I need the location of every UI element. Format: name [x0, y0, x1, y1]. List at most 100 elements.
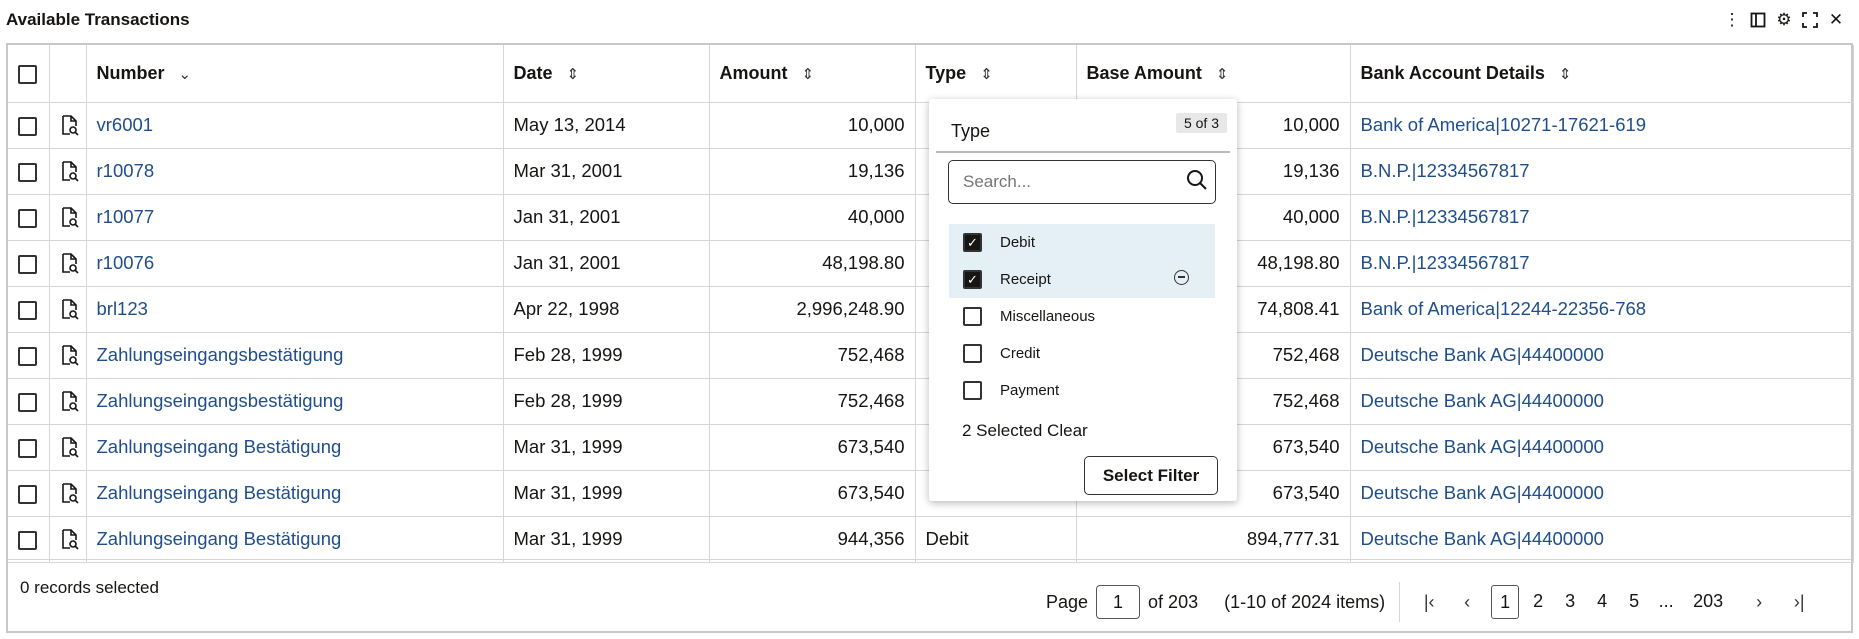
col-header-base-amount[interactable]: Base Amount ⇕ [1076, 45, 1351, 103]
filter-option-miscellaneous[interactable]: Miscellaneous [949, 298, 1215, 335]
cell-amount: 673,540 [709, 470, 916, 517]
cell-number[interactable]: Zahlungseingangsbestätigung [86, 332, 504, 379]
checked-checkbox-icon[interactable]: ✓ [963, 270, 982, 289]
cell-number[interactable]: Zahlungseingang Bestätigung [86, 424, 504, 471]
page-number-4[interactable]: 4 [1597, 590, 1608, 611]
table-row[interactable]: r10077 Jan 31, 2001 40,000 40,000 B.N.P.|123… [8, 194, 1854, 241]
filter-option-credit[interactable]: Credit [949, 335, 1215, 372]
page-number-1[interactable]: 1 [1491, 585, 1520, 619]
filter-option-label: Debit [1000, 234, 1036, 251]
sort-icon[interactable]: ⇕ [1215, 65, 1229, 83]
table-toolbar: ⋮ ⚙ ✕ [1723, 10, 1845, 30]
cell-number[interactable]: brl123 [86, 286, 504, 333]
remove-circle-icon[interactable] [1174, 270, 1189, 285]
page-input[interactable]: 1 [1096, 585, 1141, 619]
row-select-cell [8, 424, 50, 471]
row-checkbox[interactable] [18, 162, 37, 182]
cell-date: Jan 31, 2001 [503, 240, 710, 287]
cell-bank-account[interactable]: B.N.P.|12334567817 [1350, 148, 1854, 195]
cell-bank-account[interactable]: Bank of America|12244-22356-768 [1350, 286, 1854, 333]
panel-icon[interactable] [1749, 10, 1767, 30]
col-header-amount[interactable]: Amount ⇕ [709, 45, 916, 103]
page-number-5[interactable]: 5 [1629, 590, 1640, 611]
checkbox-icon[interactable] [963, 344, 982, 363]
filter-option-receipt[interactable]: ✓ Receipt [949, 261, 1215, 298]
cell-bank-account[interactable]: Bank of America|10271-17621-619 [1350, 102, 1854, 149]
row-checkbox[interactable] [18, 208, 37, 228]
close-icon[interactable]: ✕ [1828, 10, 1844, 29]
cell-bank-account[interactable]: Deutsche Bank AG|44400000 [1350, 470, 1854, 517]
row-checkbox[interactable] [18, 300, 37, 320]
expand-icon[interactable] [1801, 10, 1819, 30]
row-select-cell [8, 194, 50, 241]
cell-bank-account[interactable]: Deutsche Bank AG|44400000 [1350, 516, 1854, 563]
cell-number[interactable]: r10076 [86, 240, 504, 287]
cell-bank-account[interactable]: Deutsche Bank AG|44400000 [1350, 424, 1854, 471]
col-header-number[interactable]: Number ⌄ [86, 45, 504, 103]
document-search-icon[interactable] [60, 528, 80, 551]
col-label: Amount [719, 62, 788, 83]
filter-search-input[interactable] [961, 171, 1186, 193]
select-filter-button[interactable]: Select Filter [1084, 456, 1218, 495]
page-number-3[interactable]: 3 [1565, 590, 1576, 611]
row-checkbox[interactable] [18, 484, 37, 504]
row-select-cell [8, 148, 50, 195]
chevron-down-icon[interactable]: ⌄ [178, 65, 192, 83]
cell-number[interactable]: r10077 [86, 194, 504, 241]
page-number-2[interactable]: 2 [1533, 590, 1544, 611]
document-search-icon[interactable] [60, 252, 80, 275]
cell-bank-account[interactable]: B.N.P.|12334567817 [1350, 194, 1854, 241]
cell-date: Jan 31, 2001 [503, 194, 710, 241]
document-search-icon[interactable] [60, 344, 80, 367]
page-number-203[interactable]: 203 [1693, 590, 1724, 611]
row-checkbox[interactable] [18, 392, 37, 412]
cell-number[interactable]: Zahlungseingang Bestätigung [86, 470, 504, 517]
table-row[interactable]: Zahlungseingang Bestätigung Mar 31, 1999 6… [8, 470, 1854, 517]
more-vert-icon[interactable]: ⋮ [1723, 10, 1741, 29]
checkbox-icon[interactable] [963, 307, 982, 326]
cell-number[interactable]: Zahlungseingang Bestätigung [86, 516, 504, 563]
sort-icon[interactable]: ⇕ [980, 65, 993, 83]
document-search-icon[interactable] [60, 206, 80, 229]
row-checkbox[interactable] [18, 438, 37, 458]
filter-option-payment[interactable]: Payment [949, 372, 1215, 409]
cell-bank-account[interactable]: Deutsche Bank AG|44400000 [1350, 332, 1854, 379]
cell-number[interactable]: vr6001 [86, 102, 504, 149]
cell-amount: 19,136 [709, 148, 916, 195]
document-search-icon[interactable] [60, 482, 80, 505]
first-page-icon[interactable]: |‹ [1423, 591, 1435, 612]
document-search-icon[interactable] [60, 390, 80, 413]
filter-selected-summary[interactable]: 2 Selected Clear [962, 421, 1088, 440]
cell-amount: 2,996,248.90 [709, 286, 916, 333]
row-icon-cell [49, 470, 87, 517]
select-all-checkbox[interactable] [18, 64, 37, 84]
row-checkbox[interactable] [18, 116, 37, 136]
row-checkbox[interactable] [18, 254, 37, 274]
sort-icon[interactable]: ⇕ [566, 65, 580, 83]
col-header-date[interactable]: Date ⇕ [503, 45, 710, 103]
document-search-icon[interactable] [60, 114, 80, 137]
prev-page-icon[interactable]: ‹ [1464, 591, 1471, 612]
sort-icon[interactable]: ⇕ [1558, 65, 1572, 83]
row-checkbox[interactable] [18, 346, 37, 366]
document-search-icon[interactable] [60, 160, 80, 183]
col-header-type[interactable]: Type ⇕ [915, 45, 1077, 103]
next-page-icon[interactable]: › [1756, 591, 1763, 612]
checkbox-icon[interactable] [963, 381, 982, 400]
search-icon[interactable] [1186, 169, 1208, 196]
gear-icon[interactable]: ⚙ [1776, 10, 1792, 29]
checked-checkbox-icon[interactable]: ✓ [963, 233, 982, 252]
table-row[interactable]: Zahlungseingang Bestätigung Mar 31, 1999 9… [8, 516, 1854, 563]
document-search-icon[interactable] [60, 436, 80, 459]
cell-bank-account[interactable]: B.N.P.|12334567817 [1350, 240, 1854, 287]
page-ellipsis: ... [1658, 590, 1674, 611]
row-checkbox[interactable] [18, 530, 37, 550]
sort-icon[interactable]: ⇕ [801, 65, 815, 83]
document-search-icon[interactable] [60, 298, 80, 321]
cell-bank-account[interactable]: Deutsche Bank AG|44400000 [1350, 378, 1854, 425]
cell-number[interactable]: Zahlungseingangsbestätigung [86, 378, 504, 425]
cell-number[interactable]: r10078 [86, 148, 504, 195]
last-page-icon[interactable]: ›| [1793, 591, 1805, 612]
col-header-bank-account[interactable]: Bank Account Details ⇕ [1350, 45, 1854, 103]
filter-option-debit[interactable]: ✓ Debit [949, 224, 1215, 261]
